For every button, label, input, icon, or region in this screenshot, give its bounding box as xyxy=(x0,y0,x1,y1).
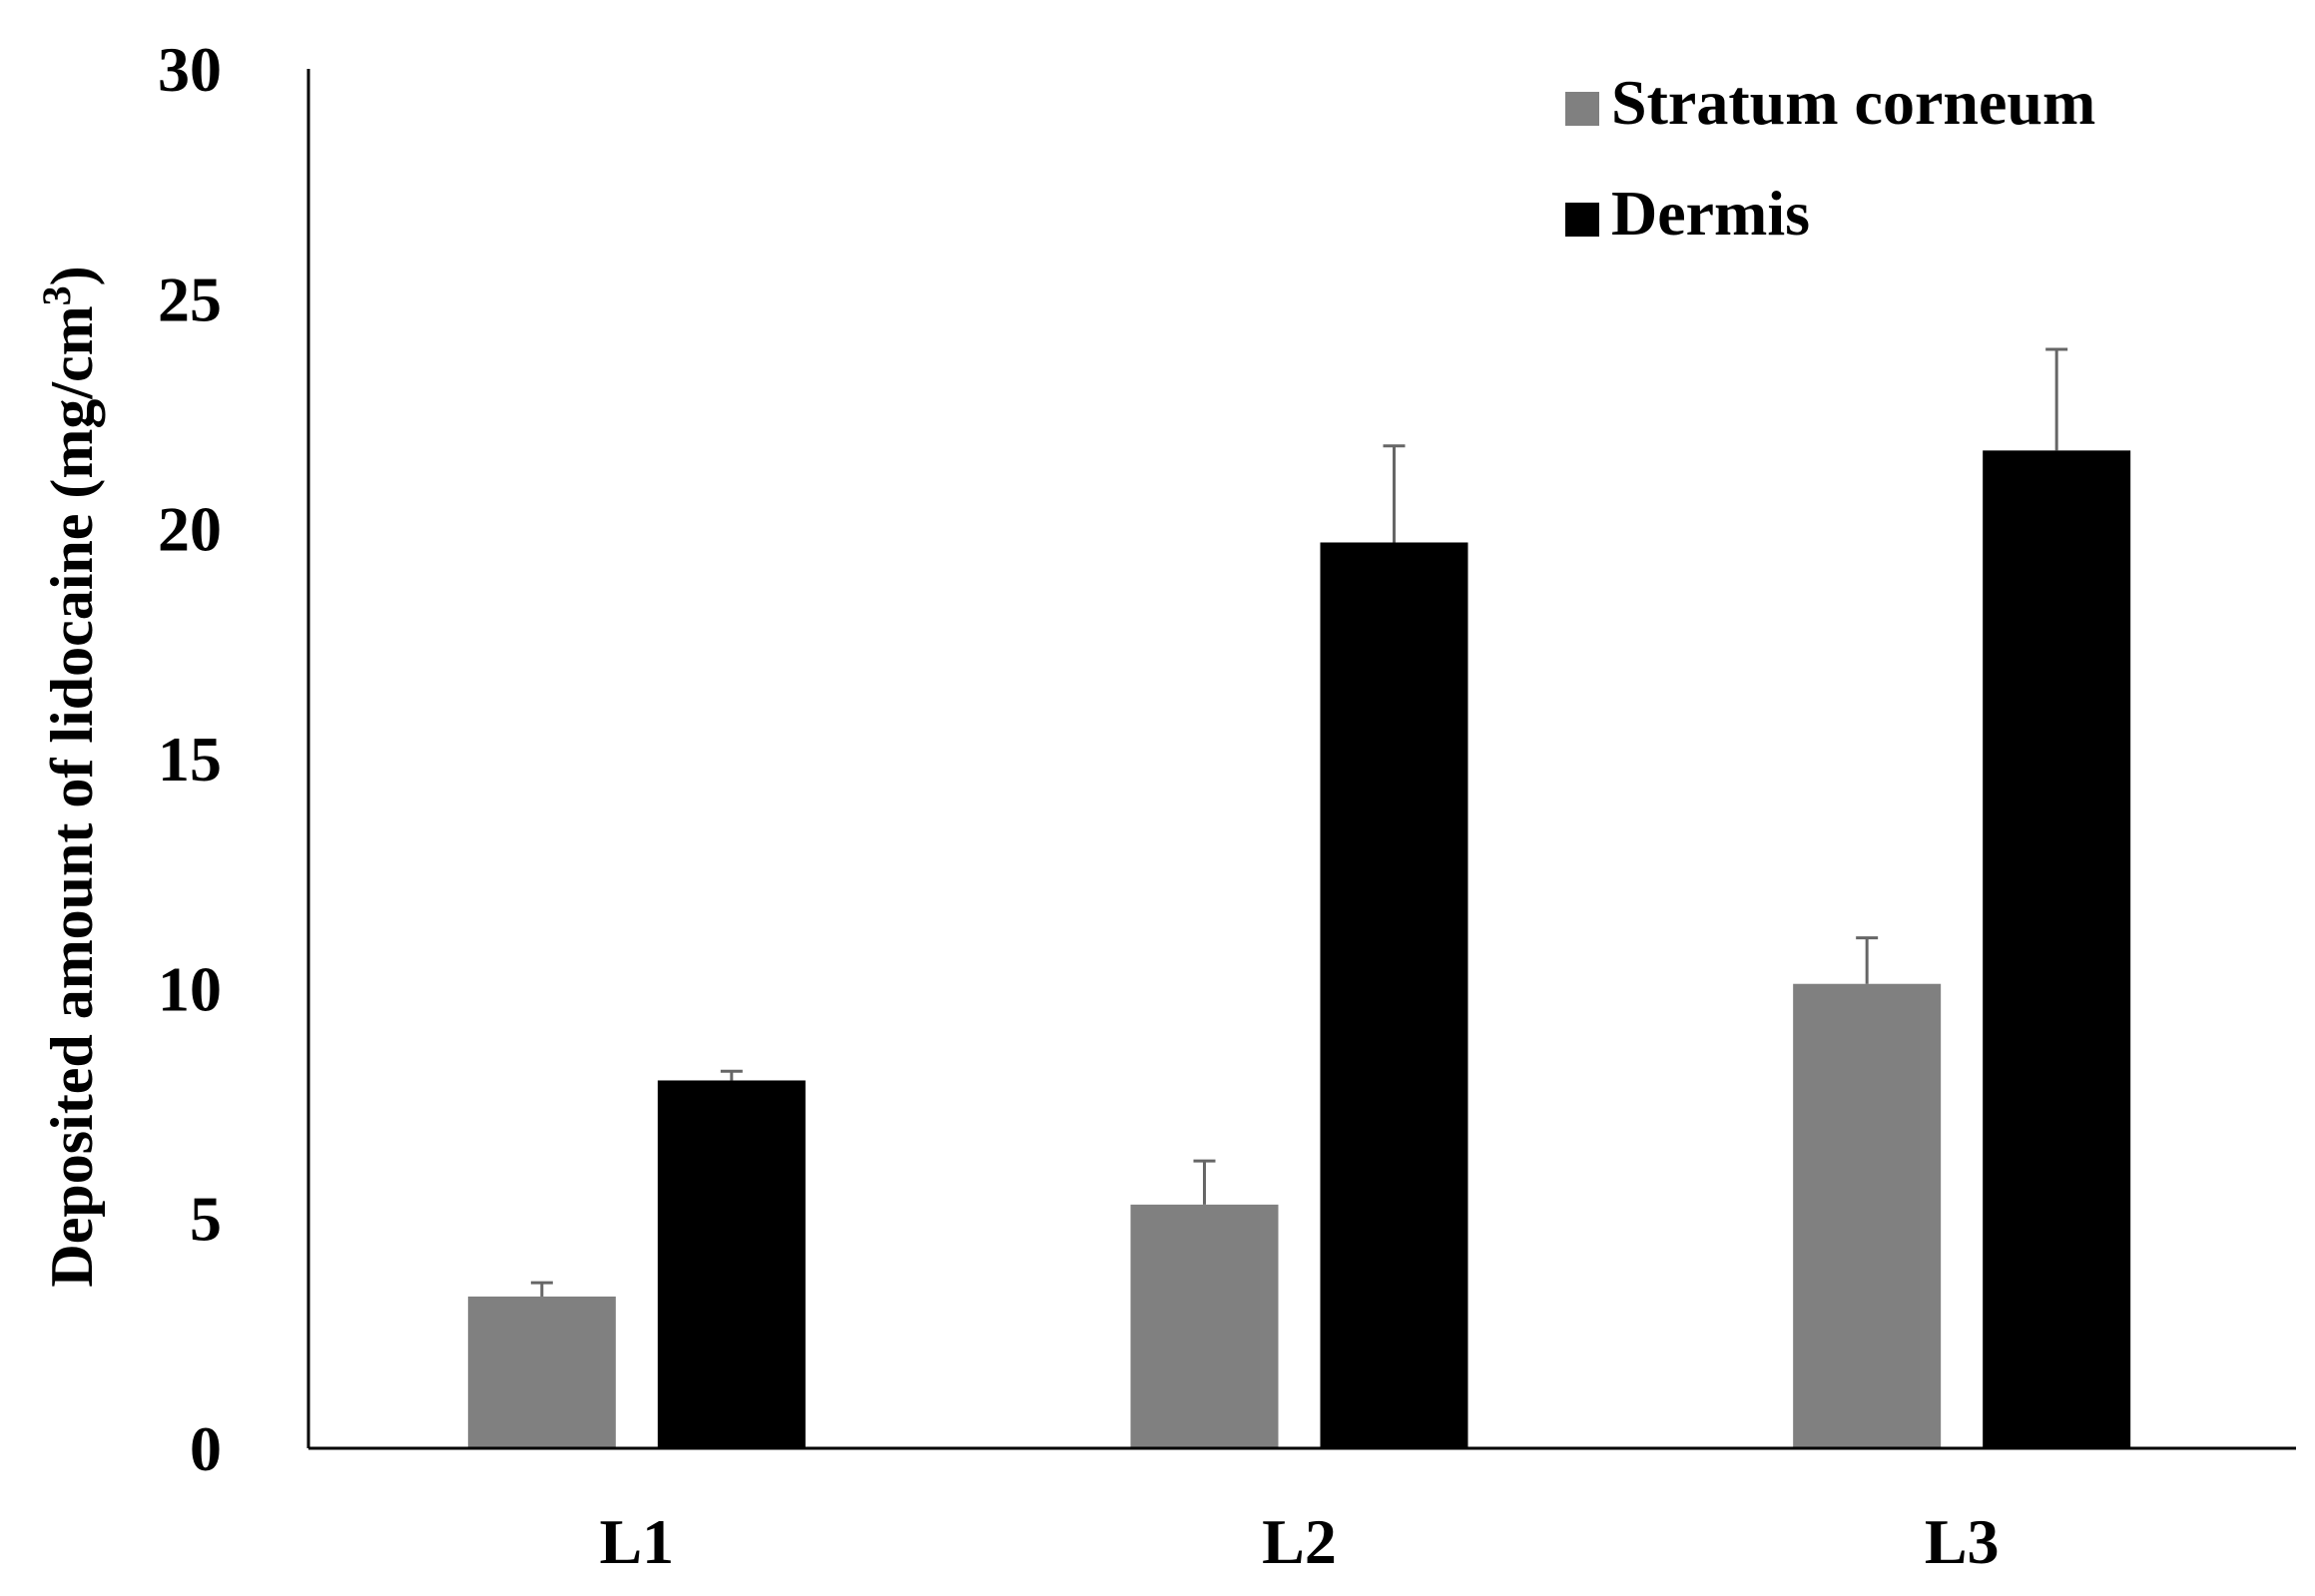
x-axis-category-labels: L1 L2 L3 xyxy=(599,1506,1999,1577)
bar-dermis-l2 xyxy=(1320,542,1468,1448)
error-bars xyxy=(530,347,2068,1297)
error-bar-dermis-l3 xyxy=(2045,347,2068,451)
y-tick-label-5: 5 xyxy=(190,1184,222,1255)
y-tick-label-10: 10 xyxy=(158,953,222,1024)
error-bar-stratum-corneum-l3 xyxy=(1856,936,1879,984)
error-bar-stratum-corneum-l1 xyxy=(530,1281,553,1297)
x-category-label-l1: L1 xyxy=(599,1506,674,1577)
y-axis-title: Deposited amount of lidocaine (mg/cm3) xyxy=(34,266,105,1287)
x-category-label-l3: L3 xyxy=(1925,1506,2000,1577)
legend-label-dermis: Dermis xyxy=(1611,178,1810,249)
bar-stratum-corneum-l2 xyxy=(1130,1204,1279,1448)
error-bar-dermis-l2 xyxy=(1383,444,1406,543)
legend-swatch-stratum-corneum xyxy=(1565,92,1599,126)
bar-dermis-l1 xyxy=(657,1080,806,1448)
bar-stratum-corneum-l1 xyxy=(467,1296,616,1448)
y-axis-ticks: 0 5 10 15 20 25 30 xyxy=(158,34,222,1484)
y-tick-label-30: 30 xyxy=(158,34,222,105)
legend-swatch-dermis xyxy=(1565,203,1599,237)
y-tick-label-0: 0 xyxy=(190,1413,222,1484)
bar-dermis-l3 xyxy=(1983,450,2131,1448)
y-tick-label-20: 20 xyxy=(158,494,222,565)
legend: Stratum corneum Dermis xyxy=(1565,67,2095,249)
error-bar-dermis-l1 xyxy=(720,1069,743,1081)
y-tick-label-25: 25 xyxy=(158,264,222,334)
legend-label-stratum-corneum: Stratum corneum xyxy=(1611,67,2095,138)
bar-stratum-corneum-l3 xyxy=(1793,983,1942,1448)
bars xyxy=(467,450,2131,1448)
y-tick-label-15: 15 xyxy=(158,724,222,795)
x-category-label-l2: L2 xyxy=(1262,1506,1337,1577)
error-bar-stratum-corneum-l2 xyxy=(1193,1159,1216,1205)
